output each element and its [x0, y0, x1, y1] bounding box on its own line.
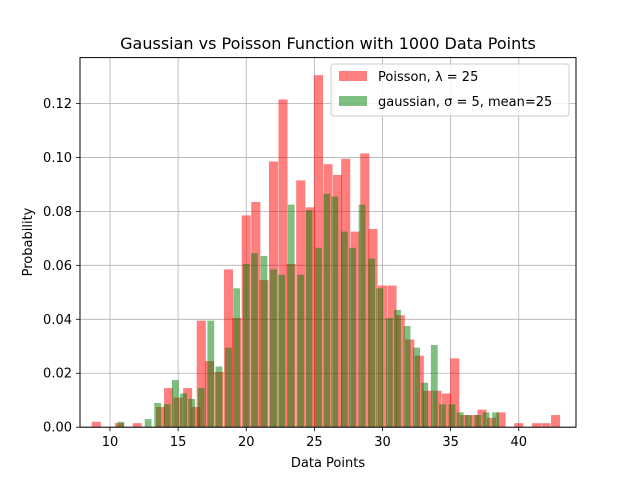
- gaussian-bar: [448, 404, 456, 428]
- poisson-bar: [459, 415, 469, 428]
- gaussian-bar: [242, 263, 250, 428]
- poisson-bar: [191, 406, 201, 428]
- gaussian-bar: [260, 255, 268, 428]
- gaussian-bar: [492, 412, 500, 428]
- gaussian-bar: [394, 309, 401, 428]
- gaussian-bar: [154, 402, 162, 428]
- legend-swatch-gaussian: [339, 96, 367, 106]
- y-tick-label: 0.04: [43, 313, 72, 328]
- bars: [91, 75, 561, 428]
- gaussian-bar: [331, 196, 339, 428]
- gaussian-bar: [315, 247, 322, 428]
- gaussian-bar: [215, 366, 223, 428]
- x-tick-label: 30: [374, 435, 391, 450]
- poisson-bar: [541, 423, 551, 428]
- gaussian-bar: [439, 404, 446, 428]
- gaussian-bar: [368, 258, 376, 428]
- poisson-bar: [531, 423, 542, 428]
- gaussian-bar: [287, 204, 295, 428]
- gaussian-bar: [464, 415, 472, 428]
- gaussian-bar: [430, 344, 438, 428]
- poisson-bar: [477, 409, 487, 428]
- gaussian-bar: [180, 393, 187, 428]
- gaussian-bar: [188, 398, 196, 428]
- gaussian-bar: [385, 317, 393, 428]
- poisson-bar: [514, 423, 524, 428]
- gaussian-bar: [482, 412, 490, 428]
- gaussian-bar: [421, 382, 429, 428]
- gaussian-bar: [413, 347, 420, 428]
- gaussian-bar: [297, 274, 305, 428]
- gaussian-bar: [403, 326, 411, 428]
- x-tick-label: 35: [442, 435, 459, 450]
- gaussian-bar: [270, 269, 277, 428]
- poisson-bar: [469, 415, 479, 428]
- legend-swatch-poisson: [339, 71, 367, 81]
- poisson-bar: [91, 421, 101, 428]
- y-axis-label: Probability: [21, 207, 36, 276]
- chart-title: Gaussian vs Poisson Function with 1000 D…: [120, 34, 536, 53]
- poisson-bar: [551, 415, 561, 428]
- legend-label-gaussian: gaussian, σ = 5, mean=25: [378, 95, 552, 110]
- y-tick-label: 0.12: [43, 97, 72, 112]
- poisson-bar: [183, 388, 193, 428]
- gaussian-bar: [251, 253, 258, 428]
- gaussian-bar: [278, 274, 286, 428]
- gaussian-bar: [197, 388, 205, 428]
- legend-label-poisson: Poisson, λ = 25: [378, 70, 478, 85]
- gaussian-bar: [207, 320, 215, 428]
- x-tick-label: 25: [306, 435, 323, 450]
- y-tick-label: 0.02: [43, 367, 72, 382]
- gaussian-bar: [225, 347, 232, 428]
- poisson-bar: [196, 320, 206, 428]
- gaussian-bar: [376, 288, 384, 428]
- gaussian-bar: [233, 288, 241, 428]
- poisson-bar: [132, 423, 142, 428]
- x-tick-label: 10: [102, 435, 119, 450]
- gaussian-bar: [323, 193, 331, 428]
- poisson-bar: [442, 393, 452, 428]
- gaussian-bar: [456, 412, 464, 428]
- gaussian-bar: [117, 421, 125, 428]
- gaussian-bar: [171, 379, 179, 428]
- poisson-bar: [496, 412, 506, 428]
- y-tick-label: 0.10: [43, 151, 72, 166]
- y-tick-label: 0.06: [43, 259, 72, 274]
- plot-frame: [79, 57, 577, 428]
- y-tick-label: 0.08: [43, 205, 72, 220]
- y-tick-label: 0.00: [43, 421, 72, 436]
- gaussian-bar: [144, 419, 152, 428]
- poisson-bar: [486, 417, 497, 428]
- legend-box: [330, 63, 570, 117]
- gaussian-bar: [340, 231, 348, 428]
- x-tick-label: 20: [238, 435, 255, 450]
- gaussian-bar: [349, 247, 356, 428]
- poisson-bar: [278, 99, 288, 428]
- poisson-bar: [450, 358, 460, 428]
- x-axis-label: Data Points: [291, 456, 365, 471]
- x-tick-label: 15: [170, 435, 187, 450]
- gaussian-bar: [474, 415, 482, 428]
- gaussian-bar: [163, 404, 171, 428]
- gaussian-bar: [305, 210, 313, 428]
- axis-ticks: 10 15 20 25 30 35 40 0.00 0.02 0.04 0.06 0.08 0.10 0.…: [43, 97, 527, 450]
- legend: Poisson, λ = 25 gaussian, σ = 5, mean=25: [330, 63, 570, 117]
- gaussian-bar: [358, 204, 366, 428]
- x-tick-label: 40: [510, 435, 527, 450]
